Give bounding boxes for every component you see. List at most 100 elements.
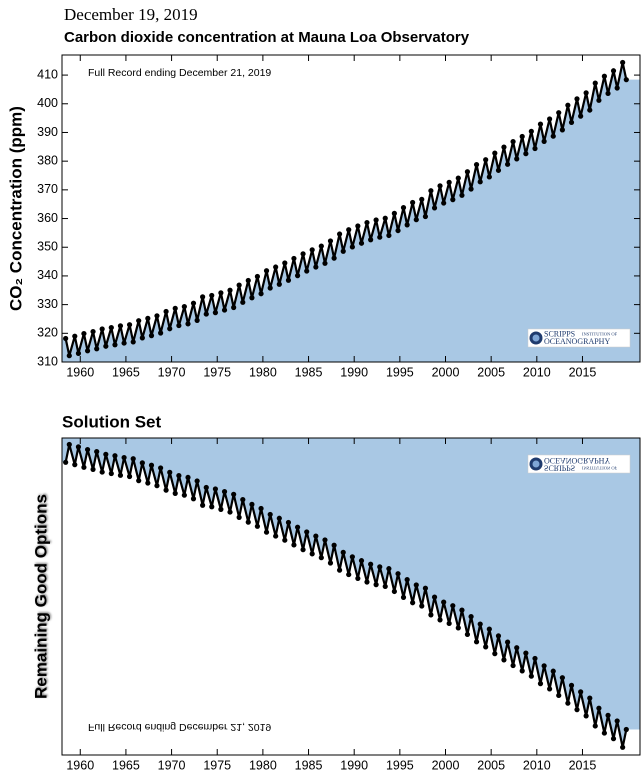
point: [364, 579, 370, 585]
point: [340, 248, 346, 254]
point: [126, 322, 133, 328]
point: [263, 268, 270, 274]
point: [181, 492, 187, 498]
line: [64, 444, 628, 748]
point: [377, 234, 383, 240]
point: [158, 330, 164, 336]
point: [364, 219, 370, 226]
point: [90, 466, 96, 473]
x-tick-label: 1990: [340, 758, 368, 772]
point: [565, 102, 571, 108]
y-axis-label: CO₂ Concentration (ppm): [6, 106, 25, 311]
point: [565, 700, 571, 706]
point: [583, 713, 589, 719]
x-tick-label: 2010: [523, 365, 551, 379]
point: [532, 655, 538, 662]
point: [486, 174, 492, 180]
point: [547, 686, 553, 692]
point: [523, 650, 529, 656]
point: [331, 255, 337, 261]
point: [537, 121, 544, 127]
point: [121, 340, 127, 346]
point: [285, 519, 292, 526]
point: [446, 620, 452, 627]
y-tick-label: 350: [37, 240, 58, 254]
area: [62, 62, 640, 363]
point: [528, 128, 534, 134]
point: [483, 157, 489, 163]
point: [212, 486, 219, 492]
x-tick-label: 1980: [249, 365, 277, 379]
point: [327, 560, 334, 566]
logo-text: INSTITUTION OF: [582, 332, 618, 337]
point: [172, 490, 178, 497]
point: [176, 322, 182, 329]
point: [72, 462, 78, 468]
point: [450, 603, 456, 609]
point: [185, 321, 191, 327]
x-tick-label: 1980: [249, 758, 277, 772]
logo-text: SCRIPPS: [544, 464, 575, 473]
point: [108, 324, 114, 331]
point: [84, 446, 91, 453]
point: [336, 231, 343, 237]
point: [273, 264, 279, 270]
point: [464, 169, 471, 175]
point: [410, 600, 416, 606]
point: [559, 127, 565, 133]
point: [441, 599, 447, 605]
plot-frame: [61, 437, 641, 756]
point: [431, 594, 438, 600]
chart-title: Solution Set: [62, 412, 162, 431]
point: [346, 571, 352, 578]
point: [431, 205, 438, 211]
point: [273, 533, 279, 539]
point: [592, 723, 598, 729]
point: [459, 192, 465, 198]
point: [185, 474, 191, 481]
point: [254, 273, 261, 280]
x-tick-label: 2010: [523, 758, 551, 772]
point: [63, 335, 69, 342]
point: [313, 264, 319, 270]
point: [94, 346, 100, 352]
point: [574, 707, 580, 713]
point: [455, 175, 461, 181]
point: [291, 255, 297, 262]
x-tick-label: 1985: [295, 758, 323, 772]
point: [446, 179, 452, 185]
y-tick-label: 400: [37, 96, 58, 110]
x-tick-label: 1965: [112, 758, 140, 772]
point: [395, 227, 401, 234]
point: [574, 96, 580, 102]
y-tick-label: 330: [37, 297, 58, 311]
point: [221, 489, 228, 495]
y-axis-label: Remaining Good Options: [31, 494, 50, 699]
point: [346, 227, 352, 233]
point: [200, 294, 206, 300]
area: [62, 438, 640, 748]
chart-title: Carbon dioxide concentration at Mauna Lo…: [64, 29, 470, 46]
point: [112, 342, 118, 348]
point: [181, 304, 187, 310]
point: [391, 588, 397, 595]
point: [373, 217, 379, 223]
point: [145, 480, 151, 486]
x-tick-label: 1990: [340, 365, 368, 379]
point: [236, 282, 242, 288]
point: [519, 668, 525, 674]
point: [126, 473, 133, 480]
point: [605, 90, 611, 97]
x-tick-label: 2005: [477, 758, 505, 772]
point: [227, 509, 233, 515]
point: [81, 330, 87, 337]
y-tick-label: 360: [37, 211, 58, 225]
logo-seal-inner: [532, 334, 540, 342]
x-tick-label: 1975: [203, 365, 231, 379]
point: [227, 287, 233, 293]
point: [163, 308, 169, 315]
point: [130, 456, 136, 462]
point: [304, 268, 310, 274]
point: [610, 68, 617, 74]
